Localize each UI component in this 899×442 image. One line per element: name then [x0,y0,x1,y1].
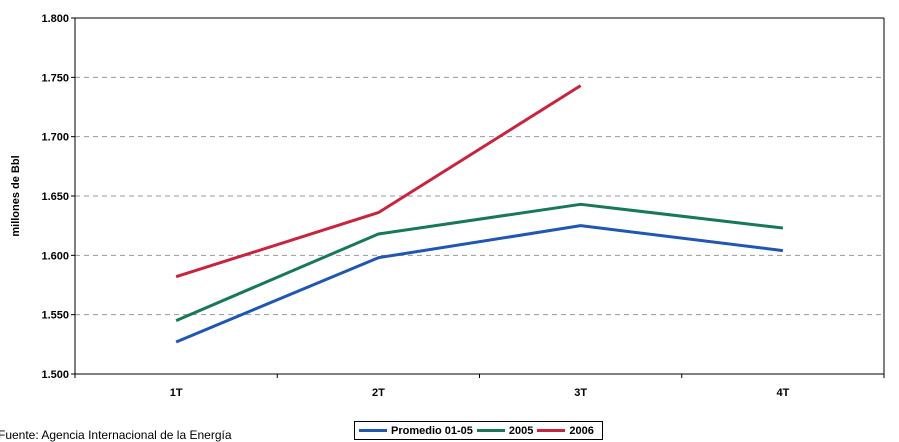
series-line-2005 [175,202,784,322]
x-tick-label: 1T [170,387,183,399]
legend-label-2006: 2006 [569,424,594,437]
x-tick-label: 4T [776,387,789,399]
legend-swatch-2006 [537,429,566,432]
y-tick-label: 1.500 [41,369,69,381]
source-note: Fuente: Agencia Internacional de la Ener… [0,428,232,442]
x-axis-ticks: 1T 2T 3T 4T [74,374,885,399]
legend-label-promedio: Promedio 01-05 [391,424,473,437]
legend: Promedio 01-05 2005 2006 [354,421,603,440]
x-tick-label: 2T [372,387,385,399]
series-line-promedio-01-05 [175,224,784,344]
y-tick-label: 1.700 [41,132,69,144]
legend-swatch-2005 [476,429,505,432]
y-tick-label: 1.650 [41,191,69,203]
y-tick-label: 1.550 [41,310,69,322]
legend-label-2005: 2005 [508,424,534,437]
y-tick-label: 1.750 [41,72,69,84]
gridlines [75,17,885,374]
y-axis-ticks: 1.500 1.550 1.600 1.650 1.700 1.750 1.800 [41,13,75,381]
series-line-2006 [175,84,582,279]
legend-item-promedio: Promedio 01-05 [359,425,473,437]
x-tick-label: 3T [574,387,587,399]
y-tick-label: 1.800 [41,13,69,25]
legend-item-2006: 2006 [537,424,594,437]
y-tick-label: 1.600 [41,250,69,262]
legend-swatch-promedio [359,429,387,432]
y-axis-title: millones de Bbl [10,155,22,236]
legend-item-2005: 2005 [476,424,534,437]
series-lines [175,84,784,344]
